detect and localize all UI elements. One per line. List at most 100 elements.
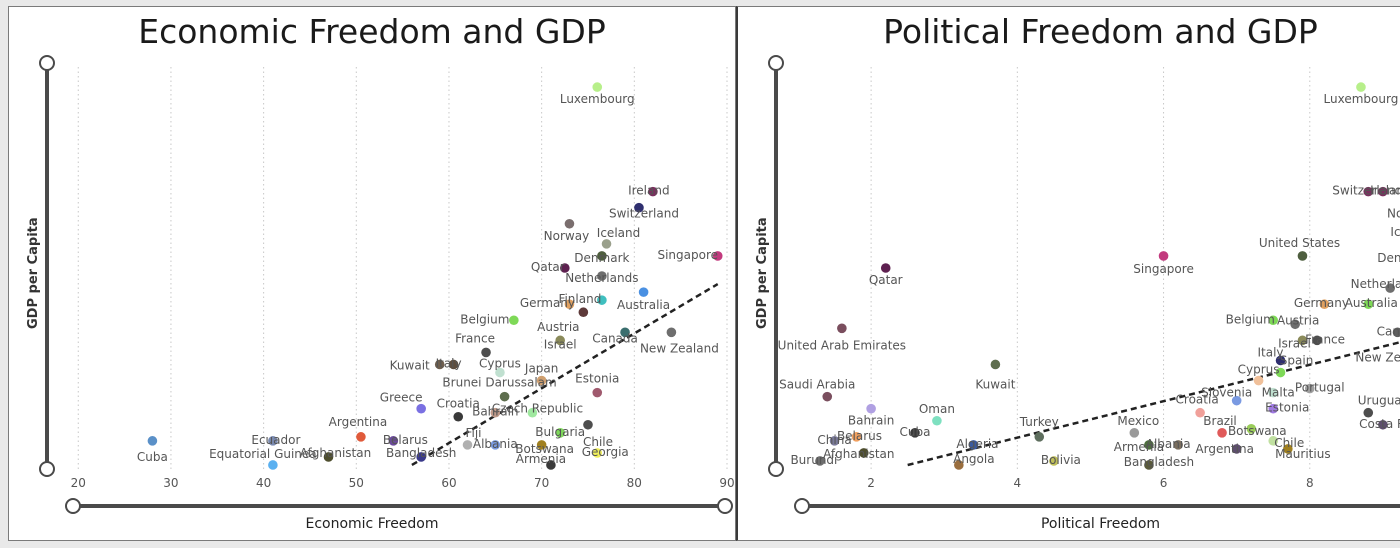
point-label: Angola bbox=[953, 452, 994, 466]
point-label: Estonia bbox=[1265, 401, 1309, 415]
point-label: New Zealand bbox=[1355, 350, 1400, 364]
x-range-slider-left-handle[interactable] bbox=[794, 498, 810, 514]
point-label: Botswana bbox=[1228, 424, 1287, 438]
point-label: France bbox=[455, 331, 495, 345]
point-label: Greece bbox=[380, 391, 423, 405]
point-label: Belgium bbox=[460, 312, 509, 326]
point-label: Germany bbox=[520, 296, 575, 310]
point-label: Malta bbox=[1262, 386, 1295, 400]
y-axis-label: GDP per Capita bbox=[26, 217, 41, 329]
point-label: France bbox=[1305, 332, 1345, 346]
x-tick-label: 40 bbox=[256, 476, 271, 490]
point-label: Kuwait bbox=[390, 358, 430, 372]
data-point bbox=[462, 440, 473, 450]
point-label: Bangladesh bbox=[1124, 455, 1194, 469]
data-point bbox=[592, 82, 603, 92]
point-label: Uruguay bbox=[1358, 394, 1400, 408]
data-point bbox=[323, 452, 334, 462]
point-label: Estonia bbox=[575, 372, 619, 386]
data-point bbox=[666, 327, 677, 338]
point-label: Brazil bbox=[1203, 414, 1237, 428]
data-point bbox=[1363, 299, 1374, 309]
point-label: Netherlands bbox=[565, 271, 638, 285]
data-point bbox=[1319, 299, 1330, 309]
data-point bbox=[448, 359, 459, 370]
x-range-slider-right-handle[interactable] bbox=[717, 498, 733, 514]
data-point bbox=[1034, 432, 1045, 442]
political-freedom-panel: Political Freedom and GDP 246810Luxembou… bbox=[736, 6, 1400, 541]
point-label: Qatar bbox=[531, 260, 565, 274]
data-point bbox=[356, 432, 366, 442]
x-tick-label: 2 bbox=[867, 476, 875, 490]
economic-freedom-panel: Economic Freedom and GDP 20 30 40 50 60 70 80 9… bbox=[8, 6, 736, 541]
point-label: Ireland bbox=[1370, 184, 1400, 198]
data-point bbox=[1173, 440, 1183, 450]
x-tick-label: 50 bbox=[349, 476, 364, 490]
data-point bbox=[1129, 428, 1140, 438]
data-point bbox=[481, 347, 491, 358]
y-range-slider-bottom-handle[interactable] bbox=[768, 461, 784, 477]
y-axis-label: GDP per Capita bbox=[755, 217, 770, 329]
point-label: Algeria bbox=[956, 437, 998, 451]
data-point bbox=[1283, 444, 1293, 454]
point-label: Croatia bbox=[437, 397, 480, 411]
data-point bbox=[601, 239, 612, 249]
data-point bbox=[648, 186, 658, 197]
data-point bbox=[434, 359, 445, 370]
data-point bbox=[815, 456, 825, 466]
point-label: Cyprus bbox=[479, 357, 521, 371]
point-label: Afghanistan bbox=[300, 446, 371, 460]
data-point bbox=[1275, 355, 1286, 366]
data-point bbox=[268, 460, 278, 470]
y-range-slider-top-handle[interactable] bbox=[39, 55, 55, 71]
data-point bbox=[1268, 436, 1279, 446]
point-label: Australia bbox=[617, 298, 670, 312]
point-label: Switzerland bbox=[1332, 184, 1400, 198]
data-point bbox=[1144, 460, 1154, 470]
point-label: Cuba bbox=[137, 450, 168, 464]
data-point bbox=[1304, 383, 1315, 394]
data-point bbox=[268, 436, 278, 446]
data-point bbox=[932, 415, 942, 426]
data-point bbox=[495, 367, 505, 378]
point-label: Japan bbox=[524, 362, 558, 376]
point-label: Portugal bbox=[1295, 381, 1345, 395]
y-range-slider-bottom-handle[interactable] bbox=[39, 461, 55, 477]
economic-freedom-scatter: 20 30 40 50 60 70 80 90 Luxembourg Ireland Switzer… bbox=[39, 55, 735, 514]
point-label: Slovenia bbox=[1201, 386, 1252, 400]
x-axis-label: Economic Freedom bbox=[305, 516, 439, 532]
point-label: Argentina bbox=[329, 415, 388, 429]
data-point bbox=[527, 407, 538, 418]
x-tick-label: 20 bbox=[71, 476, 86, 490]
point-label: Finland bbox=[558, 292, 601, 306]
point-label: Israel bbox=[1278, 336, 1311, 350]
data-point bbox=[490, 440, 501, 450]
point-label: Luxembourg bbox=[1324, 92, 1399, 106]
y-range-slider-top-handle[interactable] bbox=[768, 55, 784, 71]
data-point bbox=[1231, 444, 1242, 454]
data-point bbox=[1158, 251, 1169, 261]
data-point bbox=[564, 299, 575, 309]
data-point bbox=[583, 419, 593, 430]
data-point bbox=[1297, 251, 1308, 261]
point-label: Fiji bbox=[465, 426, 481, 440]
point-label: Armenia bbox=[1114, 440, 1164, 454]
x-range-slider-left-handle[interactable] bbox=[65, 498, 81, 514]
point-label: New Zealand bbox=[640, 341, 719, 355]
data-point bbox=[536, 440, 547, 450]
point-label: Canada bbox=[1377, 324, 1400, 338]
data-point bbox=[990, 359, 1001, 370]
data-point bbox=[1144, 440, 1154, 450]
chart-title: Political Freedom and GDP bbox=[883, 12, 1318, 51]
point-label: Cuba bbox=[899, 425, 930, 439]
data-point bbox=[388, 436, 399, 446]
data-point bbox=[597, 271, 607, 281]
data-point bbox=[1290, 319, 1300, 330]
point-label: Canada bbox=[592, 331, 638, 345]
point-label: Israel bbox=[544, 337, 577, 351]
data-point bbox=[954, 460, 964, 470]
data-point bbox=[851, 432, 862, 442]
data-point bbox=[1246, 424, 1257, 434]
point-label: Mexico bbox=[1117, 414, 1159, 428]
point-label: Netherlands bbox=[1351, 277, 1400, 291]
